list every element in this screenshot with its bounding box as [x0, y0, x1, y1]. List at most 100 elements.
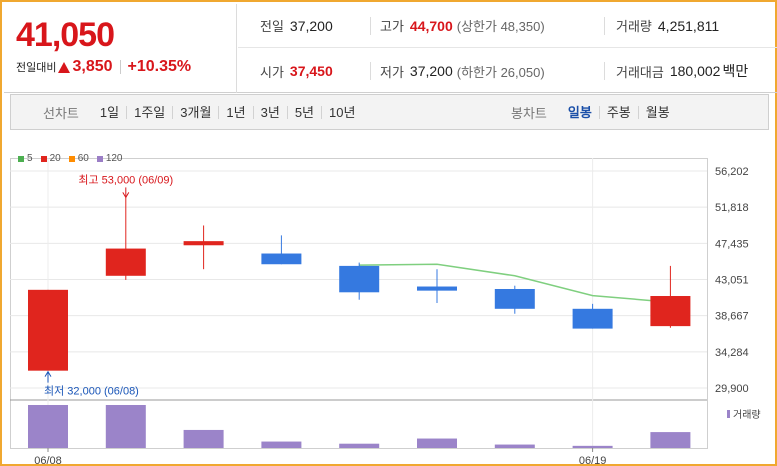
plot-border — [10, 158, 708, 449]
volume-legend-label: 거래량 — [733, 409, 761, 421]
legend-swatch — [18, 155, 24, 162]
chart-canvas: 56,202 51,818 47,435 43,051 38,667 34,284 29,9… — [10, 158, 761, 466]
legend-item-ma120: 120 — [96, 153, 123, 164]
volume-bar — [261, 441, 302, 448]
quote-stats: 전일 37,200 고가 44,700 (상한가 48,350) 거래량 4,2… — [238, 4, 777, 93]
low-annotation-label: 최저 32,000 (06/08) — [44, 385, 139, 398]
prev-close-label: 전일 — [260, 19, 284, 34]
volume-bar — [339, 443, 380, 448]
volume-bar — [494, 444, 535, 448]
candle-body — [28, 289, 68, 371]
line-chart-label: 선차트 — [43, 105, 79, 121]
period-1d-button[interactable]: 1일 — [93, 105, 128, 119]
candlestick-chart: 5 20 60 120 56,202 51,818 47,435 43,051 38,6… — [10, 142, 769, 466]
legend-label: 20 — [49, 153, 61, 164]
open-stat: 시가 37,450 — [260, 49, 333, 93]
volume-legend-swatch — [727, 410, 730, 418]
quote-header: 41,050 전일대비 3,850 +10.35% 전일 37,200 고가 4… — [4, 4, 777, 93]
low-value: 37,200 — [409, 63, 453, 79]
trade-value-stat: 거래대금 180,002 백만 — [616, 49, 748, 93]
prev-close-stat: 전일 37,200 — [260, 4, 333, 48]
volume-bar — [105, 405, 146, 448]
volume-stat: 거래량 4,251,811 — [616, 4, 719, 48]
candle-chart-label: 봉차트 — [511, 105, 547, 121]
chart-toolbar: 선차트 1일 1주일 3개월 1년 3년 5년 10년 봉차트 일봉 주봉 월봉 — [10, 94, 769, 130]
low-stat: 저가 37,200 (하한가 26,050) — [380, 49, 545, 93]
legend-item-ma5: 5 — [18, 153, 33, 164]
current-price: 41,050 — [16, 16, 115, 54]
candle-body — [339, 265, 380, 293]
volume-bar — [650, 432, 691, 448]
legend-label: 5 — [27, 153, 33, 164]
y-tick-label: 43,051 — [715, 275, 749, 287]
y-tick-label: 51,818 — [715, 202, 749, 214]
weekly-candle-button[interactable]: 주봉 — [600, 105, 639, 119]
divider — [370, 62, 371, 80]
daily-candle-button[interactable]: 일봉 — [561, 105, 600, 119]
open-label: 시가 — [260, 64, 284, 80]
ma5-line — [359, 263, 671, 303]
change-amount: 3,850 — [72, 58, 113, 75]
candle-body — [417, 286, 457, 291]
period-5y-button[interactable]: 5년 — [288, 105, 323, 119]
stats-row-2: 시가 37,450 저가 37,200 (하한가 26,050) 거래대금 18… — [238, 49, 777, 93]
legend-label: 60 — [77, 153, 89, 164]
price-box: 41,050 전일대비 3,850 +10.35% — [4, 4, 237, 93]
divider — [604, 17, 605, 35]
trade-value-unit: 백만 — [722, 63, 749, 79]
y-tick-label: 56,202 — [715, 166, 749, 178]
high-value: 44,700 — [409, 17, 453, 34]
y-tick-label: 34,284 — [715, 347, 749, 359]
low-arrow-head-icon — [44, 370, 52, 377]
candle-body — [183, 241, 224, 246]
line-chart-periods: 선차트 1일 1주일 3개월 1년 3년 5년 10년 — [43, 95, 362, 129]
prev-close-value: 37,200 — [289, 17, 333, 34]
legend-item-ma60: 60 — [68, 153, 89, 164]
period-10y-button[interactable]: 10년 — [329, 104, 356, 120]
monthly-candle-button[interactable]: 월봉 — [645, 104, 670, 120]
high-arrow-head-icon — [122, 192, 130, 199]
volume-label: 거래량 — [616, 19, 652, 34]
upper-limit-text: (상한가 48,350) — [456, 19, 545, 34]
period-1w-button[interactable]: 1주일 — [127, 105, 174, 119]
change-rate: +10.35% — [127, 58, 192, 75]
up-triangle-icon — [58, 61, 71, 73]
y-tick-label: 38,667 — [715, 311, 749, 323]
y-tick-label: 47,435 — [715, 238, 749, 250]
change-label: 전일대비 — [16, 62, 57, 74]
trade-value-value: 180,002 — [669, 63, 721, 79]
volume-bar — [417, 438, 457, 448]
chart-legend: 5 20 60 120 — [18, 153, 131, 164]
high-label: 고가 — [380, 19, 404, 34]
trade-value-label: 거래대금 — [616, 64, 664, 80]
candle-body — [261, 253, 302, 265]
change-row: 전일대비 3,850 +10.35% — [16, 58, 191, 76]
volume-bar — [572, 445, 613, 448]
volume-bar — [183, 429, 224, 448]
open-value: 37,450 — [289, 63, 333, 79]
legend-item-ma20: 20 — [40, 153, 61, 164]
period-3y-button[interactable]: 3년 — [254, 105, 288, 119]
x-tick-label: 06/08 — [34, 455, 62, 466]
high-stat: 고가 44,700 (상한가 48,350) — [380, 4, 545, 48]
legend-swatch — [40, 155, 47, 162]
high-annotation-label: 최고 53,000 (06/09) — [78, 173, 173, 186]
y-tick-label: 29,900 — [715, 383, 749, 395]
low-label: 저가 — [380, 64, 404, 80]
candle-body — [105, 248, 146, 276]
x-tick-label: 06/19 — [579, 455, 607, 466]
divider — [119, 60, 121, 74]
stats-row-1: 전일 37,200 고가 44,700 (상한가 48,350) 거래량 4,2… — [238, 4, 777, 48]
divider — [604, 62, 605, 80]
candle-body — [572, 308, 613, 329]
candle-body — [650, 296, 691, 327]
legend-label: 120 — [105, 153, 123, 164]
volume-value: 4,251,811 — [657, 17, 720, 34]
candle-chart-periods: 봉차트 일봉 주봉 월봉 — [511, 95, 677, 129]
volume-bar — [28, 405, 68, 448]
divider — [370, 17, 371, 35]
period-1y-button[interactable]: 1년 — [219, 105, 254, 119]
period-3m-button[interactable]: 3개월 — [173, 105, 220, 119]
lower-limit-text: (하한가 26,050) — [456, 64, 545, 80]
